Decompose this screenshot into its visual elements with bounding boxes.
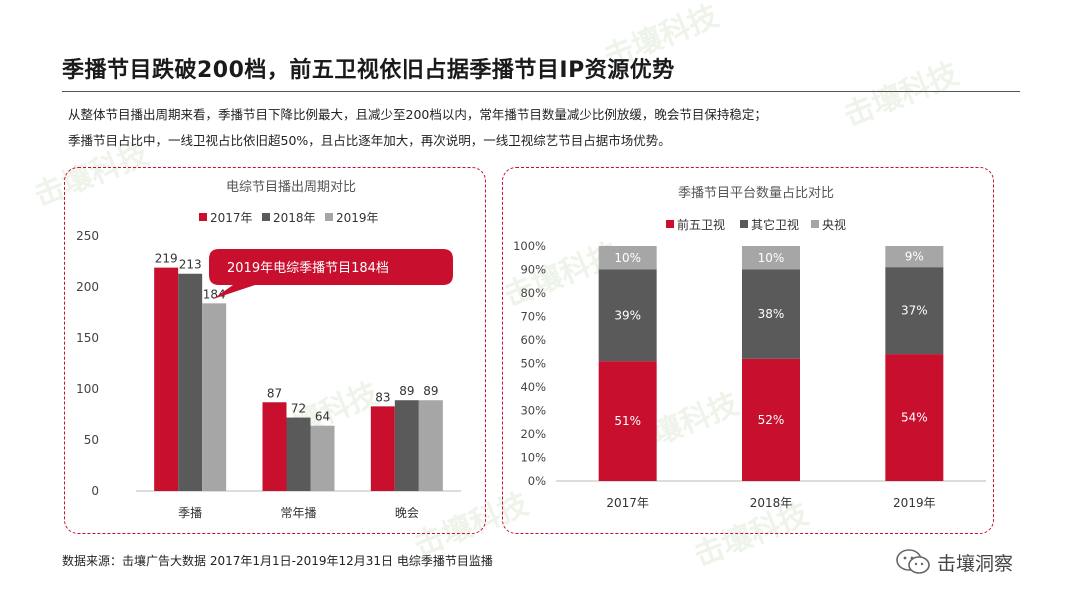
legend-swatch <box>666 220 674 228</box>
y-tick-label: 30% <box>520 404 546 418</box>
x-tick-label: 常年播 <box>280 506 316 520</box>
y-tick-label: 100% <box>513 239 546 253</box>
x-tick-label: 2018年 <box>750 496 793 510</box>
stacked-bar-segment <box>742 246 800 270</box>
summary-text: 从整体节目播出周期来看，季播节目下降比例最大，且减少至200档以内，常年播节目数… <box>68 102 1018 154</box>
bar <box>286 417 311 491</box>
stacked-bar-segment <box>742 358 800 481</box>
stacked-bar-segment <box>598 361 657 481</box>
stacked-bar-segment <box>742 269 800 359</box>
segment-value-label: 39% <box>614 308 641 322</box>
bar-value-label: 89 <box>399 384 414 398</box>
stacked-bar-segment <box>885 354 944 481</box>
legend-swatch <box>262 213 270 221</box>
bar-value-label: 213 <box>179 258 202 272</box>
legend-label: 央视 <box>822 217 846 232</box>
x-tick-label: 晚会 <box>395 506 419 520</box>
bar-value-label: 219 <box>155 252 178 266</box>
legend-label: 2018年 <box>273 211 316 225</box>
stacked-bar-segment <box>885 246 944 268</box>
bar <box>418 400 443 491</box>
segment-value-label: 37% <box>901 304 928 318</box>
y-tick-label: 50 <box>84 433 99 447</box>
y-tick-label: 90% <box>520 263 546 277</box>
data-source-note: 数据来源：击壤广告大数据 2017年1月1日-2019年12月31日 电综季播节… <box>62 554 493 568</box>
summary-line: 从整体节目播出周期来看，季播节目下降比例最大，且减少至200档以内，常年播节目数… <box>68 107 767 122</box>
y-tick-label: 80% <box>520 286 546 300</box>
segment-value-label: 9% <box>905 250 924 264</box>
y-tick-label: 100 <box>76 382 99 396</box>
legend-swatch <box>740 220 748 228</box>
y-tick-label: 150 <box>76 331 99 345</box>
brand-badge: 击壤洞察 <box>895 548 1013 576</box>
bar-value-label: 184 <box>203 287 226 301</box>
stacked-bar-segment <box>598 269 657 362</box>
y-tick-label: 0 <box>91 484 99 498</box>
segment-value-label: 54% <box>901 411 928 425</box>
x-tick-label: 2017年 <box>606 496 649 510</box>
page-title: 季播节目跌破200档，前五卫视依旧占据季播节目IP资源优势 <box>62 58 675 83</box>
stacked-bar-segment <box>598 246 657 270</box>
platform-share-chart-panel: 季播节目平台数量占比对比 前五卫视 其它卫视 央视 0% 10% 20% 30% 40% 50% 6… <box>502 167 994 534</box>
segment-value-label: 38% <box>758 307 785 321</box>
stacked-bar-segment <box>885 267 944 355</box>
y-tick-label: 40% <box>520 380 546 394</box>
legend-label: 其它卫视 <box>751 217 799 232</box>
y-tick-label: 250 <box>76 229 99 243</box>
broadcast-cycle-chart-panel: 电综节目播出周期对比 2017年 2018年 2019年 0 50 100 150 200 250… <box>64 167 486 534</box>
y-tick-label: 60% <box>520 333 546 347</box>
y-tick-label: 50% <box>520 357 546 371</box>
bar-value-label: 72 <box>291 402 306 416</box>
bar <box>370 406 395 491</box>
legend-swatch <box>811 220 819 228</box>
legend-label: 2019年 <box>336 211 379 225</box>
chart-title: 电综节目播出周期对比 <box>226 180 356 195</box>
title-divider <box>62 91 1020 92</box>
summary-line: 季播节目占比中，一线卫视占比依旧超50%，且占比逐年加大，再次说明，一线卫视综艺… <box>68 133 671 148</box>
callout-bubble <box>209 249 453 299</box>
broadcast-cycle-bar-chart: 电综节目播出周期对比 2017年 2018年 2019年 0 50 100 150 200 250… <box>76 180 461 520</box>
bar <box>394 400 419 491</box>
legend-label: 前五卫视 <box>677 217 725 232</box>
callout-text: 2019年电综季播节目184档 <box>227 261 389 276</box>
wechat-icon <box>896 549 930 574</box>
segment-value-label: 10% <box>758 251 785 265</box>
segment-value-label: 52% <box>758 413 785 427</box>
legend-swatch <box>199 213 207 221</box>
x-tick-label: 季播 <box>178 506 202 520</box>
bar-value-label: 89 <box>423 384 438 398</box>
bar <box>262 402 287 491</box>
chart-title: 季播节目平台数量占比对比 <box>678 186 834 201</box>
bar-value-label: 64 <box>315 410 330 424</box>
bar-value-label: 87 <box>267 386 282 400</box>
legend-swatch <box>325 213 333 221</box>
brand-name: 击壤洞察 <box>937 552 1014 575</box>
bar <box>202 303 227 491</box>
y-tick-label: 10% <box>520 451 546 465</box>
legend-label: 2017年 <box>210 211 253 225</box>
x-tick-label: 2019年 <box>893 496 936 510</box>
segment-value-label: 51% <box>614 414 641 428</box>
y-tick-label: 20% <box>520 427 546 441</box>
segment-value-label: 10% <box>614 251 641 265</box>
bar-value-label: 83 <box>375 390 390 404</box>
bar <box>178 273 203 491</box>
bar <box>154 267 179 491</box>
y-tick-label: 70% <box>520 310 546 324</box>
bar <box>310 425 335 491</box>
y-tick-label: 200 <box>76 280 99 294</box>
y-tick-label: 0% <box>528 474 546 488</box>
